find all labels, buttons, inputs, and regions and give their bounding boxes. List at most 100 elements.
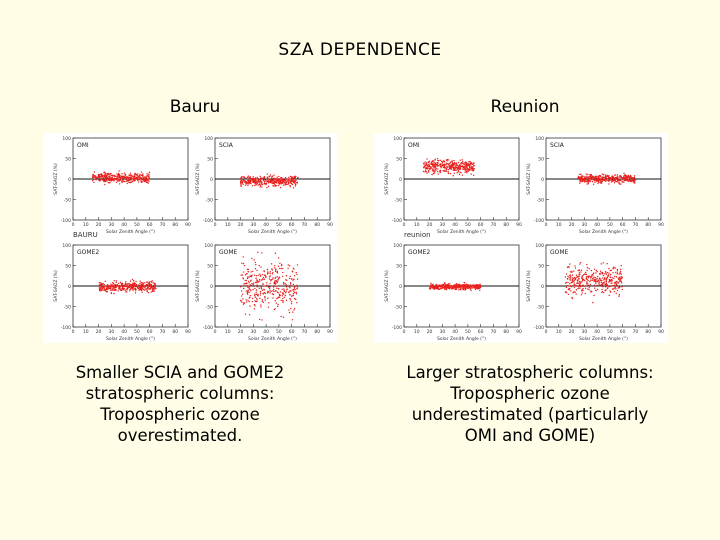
scatter-point bbox=[259, 297, 261, 299]
y-tick-label: -50 bbox=[537, 305, 544, 311]
scatter-point bbox=[618, 181, 620, 184]
scatter-point bbox=[251, 297, 254, 300]
scatter-point bbox=[604, 174, 607, 176]
scatter-point bbox=[467, 167, 469, 170]
scatter-point bbox=[598, 279, 600, 282]
scatter-point bbox=[446, 170, 448, 173]
scatter-point bbox=[472, 163, 475, 165]
bauru-caption-line-2: stratospheric columns: bbox=[85, 384, 275, 403]
scatter-point bbox=[268, 302, 270, 304]
scatter-point bbox=[261, 182, 263, 184]
scatter-point bbox=[275, 290, 277, 292]
scatter-point bbox=[288, 265, 291, 267]
scatter-point bbox=[291, 176, 294, 179]
scatter-point bbox=[614, 282, 616, 285]
scatter-point bbox=[249, 284, 251, 286]
scatter-point bbox=[609, 274, 612, 276]
scatter-point bbox=[239, 299, 242, 302]
scatter-point bbox=[120, 289, 122, 292]
scatter-point bbox=[591, 176, 594, 178]
scatter-point bbox=[581, 178, 583, 181]
scatter-point bbox=[106, 173, 108, 175]
scatter-point bbox=[452, 175, 454, 177]
scatter-point bbox=[605, 177, 608, 179]
scatter-point bbox=[583, 181, 586, 183]
scatter-point bbox=[573, 285, 576, 287]
scatter-point bbox=[113, 180, 115, 182]
scatter-point bbox=[605, 281, 607, 283]
scatter-point bbox=[152, 290, 154, 292]
scatter-point bbox=[294, 175, 296, 177]
scatter-point bbox=[253, 274, 256, 277]
scatter-point bbox=[469, 161, 471, 163]
scatter-point bbox=[247, 289, 250, 292]
scatter-point bbox=[426, 158, 428, 160]
x-tick-label: 0 bbox=[545, 222, 548, 228]
scatter-point bbox=[447, 171, 450, 173]
scatter-point bbox=[296, 182, 298, 184]
scatter-point bbox=[282, 179, 284, 181]
scatter-point bbox=[466, 166, 468, 169]
scatter-point bbox=[422, 170, 425, 173]
x-tick-label: 0 bbox=[545, 329, 548, 335]
scatter-point bbox=[615, 283, 617, 285]
scatter-point bbox=[456, 285, 458, 287]
scatter-point bbox=[467, 285, 469, 287]
scatter-point bbox=[437, 173, 440, 175]
scatter-point bbox=[437, 168, 439, 170]
scatter-point bbox=[466, 286, 468, 288]
scatter-point bbox=[112, 282, 115, 285]
scatter-point bbox=[618, 286, 620, 288]
x-tick-label: 40 bbox=[263, 222, 269, 228]
scatter-point bbox=[266, 292, 269, 294]
scatter-point bbox=[455, 162, 458, 164]
scatter-point bbox=[579, 280, 581, 283]
scatter-point bbox=[257, 180, 259, 183]
scatter-point bbox=[289, 275, 292, 278]
scatter-point bbox=[240, 180, 242, 182]
scatter-point bbox=[280, 299, 282, 302]
scatter-point bbox=[617, 282, 620, 284]
scatter-point bbox=[117, 282, 120, 285]
scatter-point bbox=[120, 288, 122, 290]
scatter-point bbox=[243, 283, 245, 285]
scatter-point bbox=[607, 176, 610, 179]
scatter-point bbox=[280, 183, 282, 185]
scatter-point bbox=[586, 263, 588, 266]
x-tick-label: 10 bbox=[414, 222, 420, 228]
y-tick-label: -100 bbox=[392, 218, 402, 224]
scatter-point bbox=[465, 161, 467, 163]
scatter-point bbox=[262, 283, 264, 285]
scatter-point bbox=[619, 270, 622, 273]
scatter-point bbox=[567, 275, 569, 277]
scatter-point bbox=[458, 284, 460, 286]
scatter-point bbox=[148, 173, 150, 175]
y-tick-label: 100 bbox=[393, 243, 402, 249]
scatter-point bbox=[433, 287, 436, 290]
scatter-point bbox=[276, 179, 279, 181]
scatter-point bbox=[270, 263, 273, 265]
scatter-point bbox=[294, 288, 296, 291]
scatter-point bbox=[611, 277, 614, 279]
scatter-point bbox=[285, 284, 287, 286]
scatter-point bbox=[120, 179, 122, 181]
scatter-point bbox=[594, 179, 596, 181]
scatter-point bbox=[579, 182, 581, 184]
x-axis-label: Solar Zenith Angle (°) bbox=[437, 336, 486, 342]
scatter-point bbox=[268, 178, 271, 181]
scatter-point bbox=[565, 281, 568, 284]
scatter-point bbox=[455, 288, 458, 291]
scatter-point bbox=[293, 288, 295, 290]
scatter-point bbox=[611, 280, 613, 282]
scatter-point bbox=[573, 270, 575, 272]
scatter-point bbox=[579, 263, 581, 265]
scatter-point bbox=[611, 282, 613, 284]
x-tick-label: 20 bbox=[569, 222, 575, 228]
x-tick-label: 90 bbox=[327, 222, 333, 228]
x-tick-label: 70 bbox=[633, 329, 639, 335]
scatter-point bbox=[247, 175, 250, 177]
scatter-point bbox=[569, 278, 571, 280]
scatter-point bbox=[473, 285, 476, 288]
scatter-point bbox=[139, 289, 142, 291]
scatter-point bbox=[111, 282, 114, 284]
